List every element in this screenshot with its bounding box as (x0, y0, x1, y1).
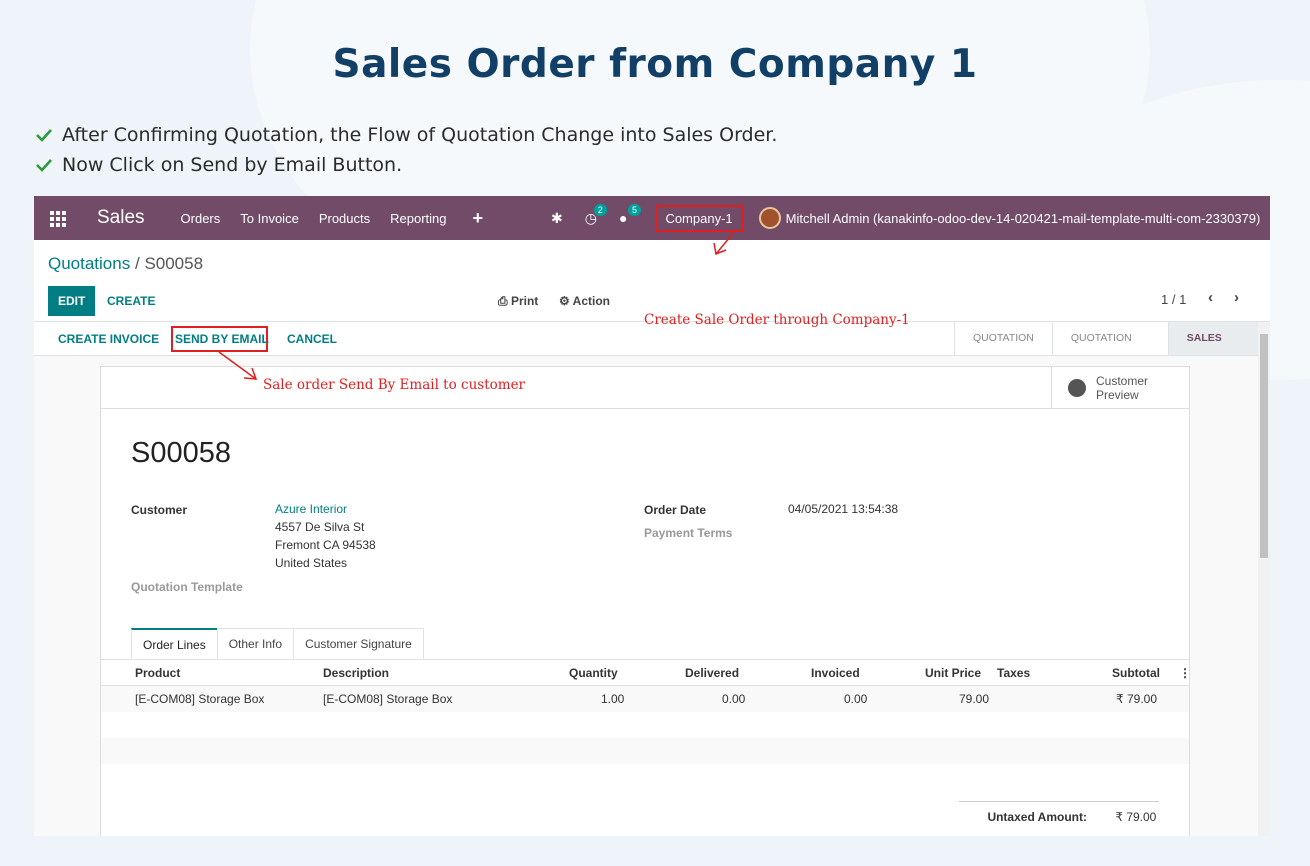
quotation-template-label: Quotation Template (131, 580, 243, 594)
column-options-icon[interactable]: ⋮ (1179, 666, 1191, 680)
tab-other-info[interactable]: Other Info (216, 628, 295, 660)
col-product[interactable]: Product (135, 666, 181, 680)
globe-icon (1068, 379, 1086, 397)
line-subtotal: ₹ 79.00 (1116, 692, 1157, 706)
customer-preview-button[interactable]: Customer Preview (1051, 367, 1189, 409)
untaxed-label: Untaxed Amount: (987, 810, 1087, 824)
form-tabs: Order Lines Other Info Customer Signatur… (131, 628, 424, 660)
stage-quotation-sent[interactable]: QUOTATION SENT (1051, 322, 1168, 377)
customer-preview-label: Preview (1096, 388, 1139, 402)
stage-pipeline: QUOTATION QUOTATION SENT SALES ORDER (954, 322, 1270, 377)
check-icon (36, 159, 52, 172)
order-name: S00058 (131, 437, 231, 469)
menu-orders[interactable]: Orders (180, 210, 221, 226)
edit-button[interactable]: EDIT (48, 286, 96, 316)
print-icon: ⎙ (498, 294, 511, 308)
user-menu[interactable]: Mitchell Admin (kanakinfo-odoo-dev-14-02… (785, 210, 1261, 226)
table-row (101, 738, 1189, 764)
col-description[interactable]: Description (323, 666, 390, 680)
chevron-right-icon[interactable]: › (1234, 289, 1239, 306)
status-bar: CREATE INVOICE SEND BY EMAIL CANCEL QUOT… (34, 322, 1270, 377)
order-date-label: Order Date (644, 503, 707, 517)
address-line: United States (275, 556, 348, 570)
bug-icon[interactable]: ✱ (551, 209, 563, 226)
page-title: Sales Order from Company 1 (332, 42, 978, 87)
address-line: Fremont CA 94538 (275, 538, 376, 552)
menu-products[interactable]: Products (318, 210, 371, 226)
customer-label: Customer (131, 503, 188, 517)
tab-order-lines[interactable]: Order Lines (131, 628, 218, 660)
control-panel: Quotations / S00058 EDIT CREATE ⎙ Print … (34, 240, 1270, 328)
col-taxes[interactable]: Taxes (997, 666, 1031, 680)
order-date-value: 04/05/2021 13:54:38 (788, 502, 899, 516)
activity-badge: 2 (593, 203, 607, 216)
apps-grid-icon[interactable] (50, 211, 66, 227)
cancel-button[interactable]: CANCEL (287, 332, 337, 346)
order-lines-table: Product Description Quantity Delivered I… (101, 659, 1191, 764)
menu-reporting[interactable]: Reporting (390, 210, 447, 226)
line-product: [E-COM08] Storage Box (135, 692, 265, 706)
line-invoiced: 0.00 (844, 692, 868, 706)
send-email-highlight (171, 326, 268, 352)
line-quantity: 1.00 (601, 692, 625, 706)
plus-icon[interactable]: + (472, 207, 484, 228)
app-name[interactable]: Sales (97, 207, 145, 228)
untaxed-value: ₹ 79.00 (1115, 810, 1157, 824)
breadcrumb-separator: / (134, 254, 140, 273)
send-by-email-button[interactable]: SEND BY EMAIL (175, 332, 269, 346)
message-badge: 5 (627, 204, 641, 216)
top-navbar: Sales Orders To Invoice Products Reporti… (34, 196, 1270, 240)
table-row (101, 712, 1189, 738)
pager-value[interactable]: 1 / 1 (1161, 292, 1187, 307)
chat-icon[interactable]: ● 5 (619, 204, 641, 226)
scrollbar-thumb[interactable] (1260, 334, 1268, 558)
instruction-text: Now Click on Send by Email Button. (62, 154, 403, 176)
action-label: Action (572, 294, 610, 308)
instruction-item: Now Click on Send by Email Button. (34, 150, 777, 180)
payment-terms-label: Payment Terms (644, 526, 733, 540)
address-line: 4557 De Silva St (275, 520, 365, 534)
customer-link[interactable]: Azure Interior (275, 502, 348, 516)
instruction-text: After Confirming Quotation, the Flow of … (62, 124, 778, 146)
gear-icon: ⚙ (559, 294, 573, 308)
chevron-left-icon[interactable]: ‹ (1208, 289, 1213, 306)
stage-sales-order[interactable]: SALES ORDER (1167, 322, 1270, 377)
action-button[interactable]: ⚙ Action (559, 294, 610, 308)
customer-address: Azure Interior 4557 De Silva St Fremont … (275, 500, 376, 572)
check-icon (36, 129, 52, 142)
line-description: [E-COM08] Storage Box (323, 692, 453, 706)
table-header: Product Description Quantity Delivered I… (101, 660, 1191, 686)
col-subtotal[interactable]: Subtotal (1112, 666, 1160, 680)
create-button[interactable]: CREATE (107, 294, 156, 308)
email-annotation: Sale order Send By Email to customer (263, 377, 526, 393)
breadcrumb-quotations[interactable]: Quotations (48, 254, 131, 273)
create-invoice-button[interactable]: CREATE INVOICE (58, 332, 160, 346)
customer-preview-label: Customer (1096, 374, 1149, 388)
print-label: Print (510, 294, 539, 308)
clock-icon[interactable]: ◷ 2 (585, 203, 607, 227)
totals-block: Untaxed Amount: ₹ 79.00 (959, 801, 1159, 824)
avatar[interactable] (758, 207, 781, 229)
company-switcher[interactable]: Company-1 (655, 204, 743, 232)
menu-to-invoice[interactable]: To Invoice (240, 210, 299, 226)
table-row[interactable]: [E-COM08] Storage Box [E-COM08] Storage … (101, 686, 1189, 712)
instruction-item: After Confirming Quotation, the Flow of … (34, 120, 777, 150)
tab-customer-signature[interactable]: Customer Signature (293, 628, 424, 660)
form-sheet: Customer Preview S00058 Customer Azure I… (100, 366, 1191, 836)
col-delivered[interactable]: Delivered (685, 666, 740, 680)
breadcrumb: Quotations / S00058 (48, 254, 203, 274)
breadcrumb-current: S00058 (144, 254, 204, 273)
print-button[interactable]: ⎙ Print (498, 294, 538, 309)
col-quantity[interactable]: Quantity (569, 666, 618, 680)
company-annotation: Create Sale Order through Company-1 (644, 312, 910, 328)
stage-quotation[interactable]: QUOTATION (954, 322, 1052, 355)
line-unit-price: 79.00 (959, 692, 990, 706)
odoo-window: Sales Orders To Invoice Products Reporti… (34, 196, 1270, 836)
col-invoiced[interactable]: Invoiced (811, 666, 860, 680)
col-unit-price[interactable]: Unit Price (925, 666, 982, 680)
sheet-button-box: Customer Preview (101, 367, 1189, 409)
vertical-scrollbar[interactable] (1258, 322, 1270, 836)
line-delivered: 0.00 (722, 692, 746, 706)
instruction-list: After Confirming Quotation, the Flow of … (34, 120, 777, 180)
